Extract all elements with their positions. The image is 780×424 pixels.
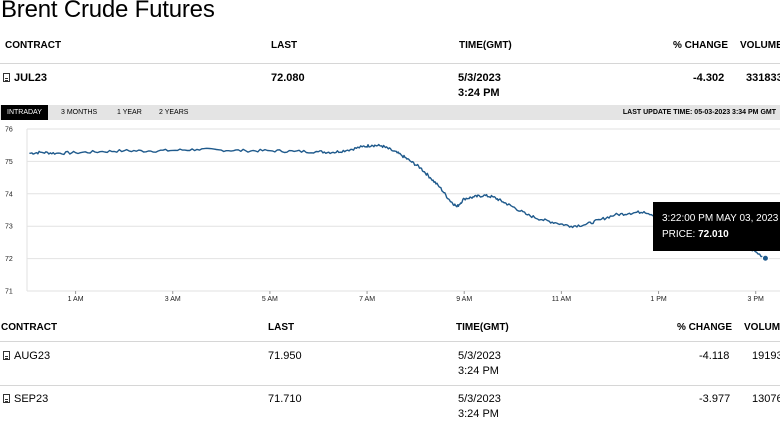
trade-date: 5/3/2023 — [458, 72, 501, 84]
volume: 191939 — [752, 350, 780, 362]
col-header-contract: CONTRACT — [1, 322, 58, 333]
col-header-volume: VOLUME — [740, 40, 780, 51]
chart-tooltip: 3:22:00 PM MAY 03, 2023 PRICE: 72.010 — [653, 202, 780, 251]
trade-date: 5/3/2023 — [458, 350, 501, 362]
last-price: 71.950 — [268, 350, 302, 362]
col-header-volume: VOLUME — [744, 322, 780, 333]
y-tick-label: 76 — [5, 127, 13, 134]
divider — [0, 341, 780, 342]
tab-2-years[interactable]: 2 YEARS — [159, 109, 189, 116]
tooltip-price-row: PRICE: 72.010 — [662, 227, 780, 243]
contract-link-aug23[interactable]: AUG23 — [3, 350, 50, 362]
x-axis-ticks: 1 AM 3 AM 5 AM 7 AM 9 AM 11 AM 1 PM 3 PM — [68, 291, 764, 303]
tooltip-price-label: PRICE: — [662, 229, 696, 240]
trade-time: 3:24 PM — [458, 365, 499, 377]
trade-time: 3:24 PM — [458, 408, 499, 420]
contract-name: SEP23 — [14, 393, 49, 405]
hover-point-marker — [761, 254, 769, 262]
page-title: Brent Crude Futures — [1, 0, 215, 23]
y-axis-ticks: 76 75 74 73 72 71 — [5, 127, 13, 296]
tooltip-time: 3:22:00 PM MAY 03, 2023 — [662, 213, 779, 224]
trade-date: 5/3/2023 — [458, 393, 501, 405]
last-price: 72.080 — [271, 72, 305, 84]
tab-intraday[interactable]: INTRADAY — [1, 105, 48, 120]
chart-range-tabs: INTRADAY 3 MONTHS 1 YEAR 2 YEARS LAST UP… — [0, 105, 780, 120]
document-icon — [3, 394, 10, 403]
col-header-last: LAST — [268, 322, 295, 333]
document-icon — [3, 73, 10, 82]
chart-grid — [26, 128, 780, 292]
pct-change: -3.977 — [699, 393, 731, 405]
tooltip-price-value: 72.010 — [698, 229, 729, 240]
x-tick-label: 1 PM — [650, 296, 667, 303]
col-header-last: LAST — [271, 40, 298, 51]
y-tick-label: 73 — [5, 224, 13, 231]
x-tick-label: 5 AM — [262, 296, 278, 303]
y-tick-label: 71 — [5, 289, 13, 296]
tab-3-months[interactable]: 3 MONTHS — [61, 109, 98, 116]
pct-change: -4.302 — [693, 72, 725, 84]
x-tick-label: 3 PM — [748, 296, 765, 303]
y-tick-label: 74 — [5, 191, 13, 198]
pct-change: -4.118 — [699, 350, 730, 362]
volume: 331833 — [746, 72, 780, 84]
document-icon — [3, 351, 10, 360]
contract-link-jul23[interactable]: JUL23 — [3, 72, 47, 84]
x-tick-label: 7 AM — [359, 296, 375, 303]
price-line — [29, 143, 766, 259]
divider — [0, 385, 780, 386]
volume: 130768 — [752, 393, 780, 405]
y-tick-label: 75 — [5, 159, 13, 166]
col-header-time: TIME(GMT) — [459, 40, 512, 51]
x-tick-label: 1 AM — [68, 296, 84, 303]
col-header-pct-change: % CHANGE — [677, 322, 733, 333]
contract-name: JUL23 — [14, 72, 48, 84]
divider — [0, 63, 780, 64]
col-header-time: TIME(GMT) — [456, 322, 509, 333]
trade-time: 3:24 PM — [458, 87, 500, 99]
x-tick-label: 11 AM — [552, 296, 571, 303]
tab-1-year[interactable]: 1 YEAR — [117, 109, 142, 116]
contract-name: AUG23 — [14, 350, 51, 362]
col-header-contract: CONTRACT — [5, 40, 62, 51]
contract-link-sep23[interactable]: SEP23 — [3, 393, 48, 405]
x-tick-label: 9 AM — [456, 296, 472, 303]
x-tick-label: 3 AM — [165, 296, 181, 303]
last-update-time: LAST UPDATE TIME: 05-03-2023 3:34 PM GMT — [622, 109, 776, 116]
col-header-pct-change: % CHANGE — [673, 40, 729, 51]
y-tick-label: 72 — [5, 256, 13, 263]
last-price: 71.710 — [268, 393, 302, 405]
